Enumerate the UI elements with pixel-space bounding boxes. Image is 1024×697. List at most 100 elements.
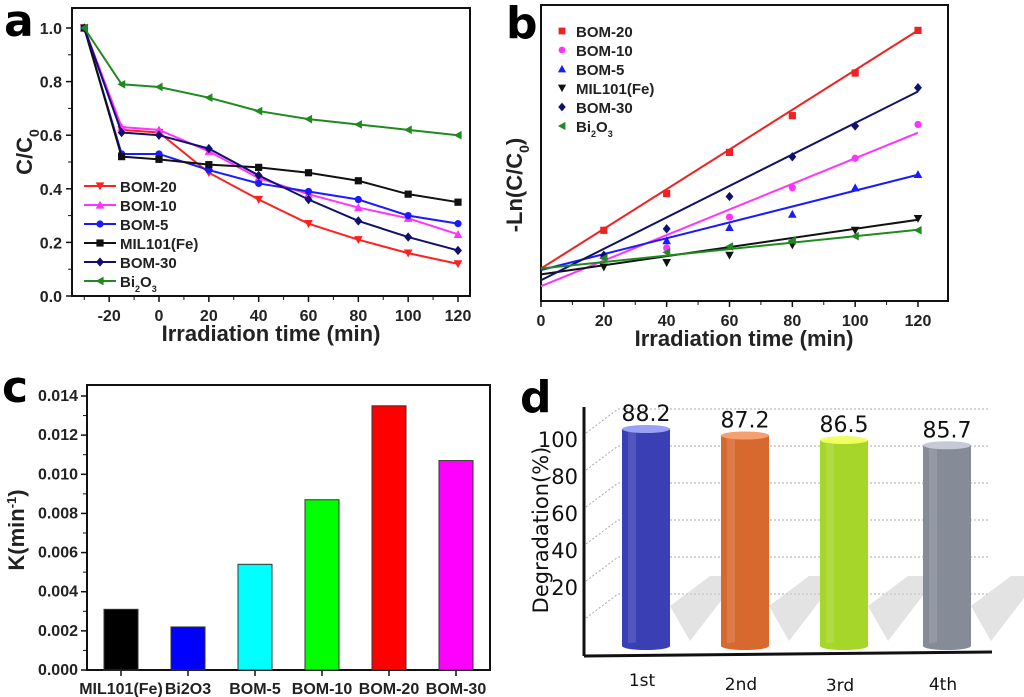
data-point-b bbox=[851, 154, 859, 162]
bar-body-d bbox=[721, 435, 769, 646]
cylinder-bar-d: 86.5 bbox=[820, 413, 938, 650]
legend-label-a-main: BOM-20 bbox=[120, 179, 177, 196]
bar-body-d bbox=[820, 440, 868, 646]
data-point-b bbox=[725, 223, 734, 231]
value-label-d: 86.5 bbox=[820, 413, 869, 438]
legend-marker-a bbox=[95, 182, 105, 191]
x-tick-label-c: BOM-20 bbox=[359, 681, 420, 697]
legend-label-b: BOM-10 bbox=[576, 43, 633, 60]
panel-label-d: d bbox=[520, 372, 552, 423]
y-axis-title-a: C/C0 bbox=[12, 129, 42, 175]
x-axis-line-d bbox=[583, 650, 993, 658]
data-point-b bbox=[788, 209, 797, 218]
series-line-a bbox=[83, 27, 459, 137]
legend-label-b: MIL101(Fe) bbox=[576, 81, 654, 98]
bar-shadow-d bbox=[971, 576, 1024, 641]
plot-frame-c bbox=[86, 384, 491, 671]
series-b bbox=[540, 26, 923, 288]
grid-line-diagonal-d bbox=[585, 593, 619, 619]
bar-highlight-d bbox=[628, 429, 636, 646]
data-point-a bbox=[255, 179, 263, 188]
y-tick-label-a: 0.6 bbox=[40, 128, 62, 145]
legend-marker-a bbox=[95, 200, 105, 209]
legend-label-b-sub2: 3 bbox=[608, 129, 613, 139]
legend-b: BOM-20 BOM-10 BOM-5 MIL101(Fe) BOM-30 Bi2O3 bbox=[557, 24, 654, 139]
data-point-a bbox=[304, 194, 313, 205]
data-point-a bbox=[155, 155, 163, 163]
data-point-b bbox=[914, 26, 922, 34]
y-axis-title-c-sup: -1 bbox=[4, 497, 19, 509]
data-point-b bbox=[851, 69, 859, 77]
legend-label-b-main: BOM-20 bbox=[576, 24, 633, 41]
bar-highlight-d bbox=[929, 445, 937, 646]
legend-label-a: MIL101(Fe) bbox=[120, 236, 198, 253]
value-label-d: 88.2 bbox=[622, 402, 671, 427]
data-point-a bbox=[354, 195, 362, 204]
data-point-a bbox=[304, 187, 313, 196]
legend-marker-a bbox=[95, 276, 104, 286]
data-point-a bbox=[404, 232, 413, 242]
legend-label-b-main: MIL101(Fe) bbox=[576, 81, 654, 98]
data-point-b bbox=[850, 231, 859, 241]
bar-c bbox=[304, 499, 340, 671]
y-tick-label-c: 0.006 bbox=[38, 545, 78, 562]
y-tick-label-c: 0.002 bbox=[38, 623, 78, 640]
y-tick-label-a: 0.8 bbox=[40, 75, 62, 92]
grid-line-diagonal-d bbox=[585, 408, 619, 434]
x-tick-label-a: -20 bbox=[98, 308, 121, 325]
x-tick-label-b: 40 bbox=[658, 313, 676, 330]
data-point-a bbox=[204, 93, 213, 102]
data-point-b bbox=[663, 189, 671, 198]
bars-c bbox=[103, 405, 474, 671]
data-point-a bbox=[205, 161, 213, 169]
data-point-b bbox=[725, 148, 734, 156]
y-axis-title-c: K(min-1) bbox=[4, 489, 29, 570]
data-point-a bbox=[117, 79, 126, 89]
data-point-a bbox=[354, 236, 363, 245]
y-axis-title-d: Degradation(%) bbox=[529, 447, 553, 614]
series-a bbox=[79, 23, 463, 269]
legend-label-a-tail: O bbox=[140, 274, 152, 291]
data-point-b bbox=[788, 112, 796, 120]
data-point-b bbox=[600, 226, 608, 234]
x-tick-label-d: 1st bbox=[629, 671, 656, 691]
x-tick-label-a: 40 bbox=[250, 308, 268, 325]
data-point-b bbox=[788, 236, 796, 245]
y-axis-title-a-sub: 0 bbox=[26, 129, 42, 137]
bars-d: 88.2 87.2 86.5 85.7 bbox=[622, 402, 1024, 650]
legend-marker-a bbox=[96, 257, 104, 267]
bar-c bbox=[237, 563, 273, 671]
y-tick-label-d: 100 bbox=[538, 428, 578, 452]
y-tick-label-a: 0.0 bbox=[40, 289, 62, 306]
data-point-a bbox=[254, 170, 263, 181]
legend-marker-b bbox=[557, 64, 567, 73]
data-point-a bbox=[254, 106, 263, 116]
y-tick-label-c: 0.014 bbox=[38, 388, 78, 405]
panel-b-kinetics-fit: b 0 20 40 60 80 100 120 BOM-20BOM-10BOM-5MIL10… bbox=[502, 0, 949, 351]
x-tick-label-b: 60 bbox=[721, 313, 739, 330]
data-point-a bbox=[453, 130, 462, 140]
x-tick-label-c: Bi2O3 bbox=[165, 681, 211, 697]
data-point-a bbox=[403, 125, 412, 135]
x-tick-label-a: 120 bbox=[445, 308, 472, 325]
legend-label-a: Bi2O3 bbox=[120, 274, 157, 294]
legend-label-b-main: BOM-30 bbox=[576, 100, 633, 117]
data-point-a bbox=[404, 190, 412, 198]
data-point-b bbox=[599, 250, 608, 260]
cylinder-bar-d: 85.7 bbox=[923, 418, 1024, 650]
legend-label-b: Bi2O3 bbox=[576, 119, 613, 139]
data-point-a bbox=[304, 114, 313, 124]
data-point-a bbox=[454, 220, 462, 228]
legend-label-a-sub2: 3 bbox=[152, 284, 157, 294]
y-axis-title-c-main: K(min bbox=[4, 508, 29, 570]
legend-label-a: BOM-30 bbox=[120, 255, 177, 272]
bar-body-d bbox=[622, 429, 670, 646]
axes-a: -20 0 20 40 60 80 100 120 0.0 0.2 0.4 0.6 0.8 1.0 bbox=[40, 21, 472, 325]
y-tick-label-c: 0.000 bbox=[38, 662, 78, 679]
y-tick-label-d: 40 bbox=[551, 539, 578, 563]
bar-highlight-d bbox=[826, 440, 834, 646]
data-point-a bbox=[304, 169, 313, 177]
bar-bottom-d bbox=[923, 642, 971, 650]
bar-top-d bbox=[622, 425, 670, 433]
